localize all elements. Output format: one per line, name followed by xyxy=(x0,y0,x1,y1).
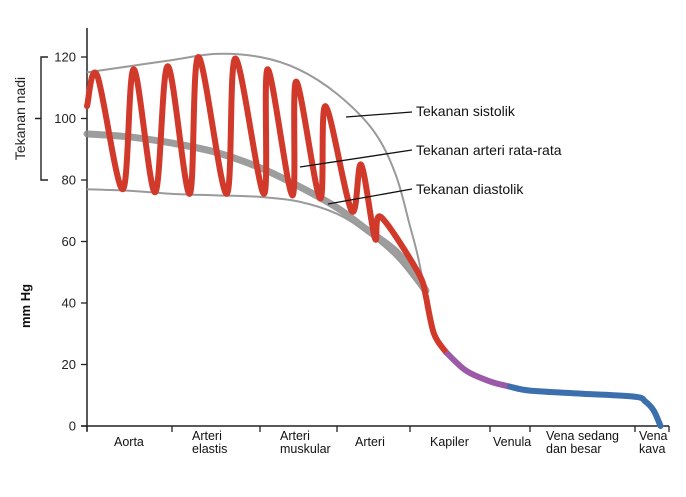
x-category-label: kava xyxy=(639,442,665,456)
annotations: Tekanan sistolik Tekanan arteri rata-rata… xyxy=(299,103,562,205)
y-tick-label: 40 xyxy=(62,296,76,311)
annotation-label-diastolic: Tekanan diastolik xyxy=(416,181,524,197)
x-category-label: Aorta xyxy=(114,435,144,449)
annotation-leader-mean xyxy=(299,149,413,168)
series-layer xyxy=(83,52,664,429)
x-category-label: dan besar xyxy=(546,442,602,456)
bracket-label: Tekanan nadi xyxy=(12,77,28,160)
x-category-label: Venula xyxy=(493,435,531,449)
venous-pressure-line xyxy=(507,383,664,429)
annotation-leader-systolic xyxy=(345,111,413,118)
y-tick-label: 60 xyxy=(62,234,76,249)
y-axis-label: mm Hg xyxy=(18,284,33,328)
x-category-label: muskular xyxy=(280,442,331,456)
annotation-label-systolic: Tekanan sistolik xyxy=(416,103,516,119)
axes: 0 20 40 60 80 100 120 xyxy=(54,28,670,434)
x-category-label: Arteri xyxy=(280,429,310,443)
x-category-label: Arteri xyxy=(192,429,222,443)
x-category-label: elastis xyxy=(192,442,227,456)
capillary-pressure-line xyxy=(443,349,511,390)
y-tick-label: 120 xyxy=(54,50,76,65)
systolic-envelope-line xyxy=(86,52,427,298)
y-tick-label: 0 xyxy=(69,419,76,434)
x-category-label: Vena sedang xyxy=(546,429,619,443)
y-tick-label: 20 xyxy=(62,357,76,372)
annotation-leader-diastolic xyxy=(327,188,413,205)
arterial-pressure-wave xyxy=(84,54,429,300)
arteriole-pressure-line xyxy=(423,293,449,356)
y-tick-label: 100 xyxy=(54,111,76,126)
y-tick-label: 80 xyxy=(62,173,76,188)
annotation-label-mean: Tekanan arteri rata-rata xyxy=(416,142,562,158)
x-category-label: Kapiler xyxy=(430,435,469,449)
pulse-pressure-bracket: Tekanan nadi xyxy=(12,56,48,181)
x-category-label: Arteri xyxy=(355,435,385,449)
x-category-label: Vena xyxy=(639,429,668,443)
bracket-shape xyxy=(35,56,48,181)
diastolic-envelope-line xyxy=(86,188,427,298)
